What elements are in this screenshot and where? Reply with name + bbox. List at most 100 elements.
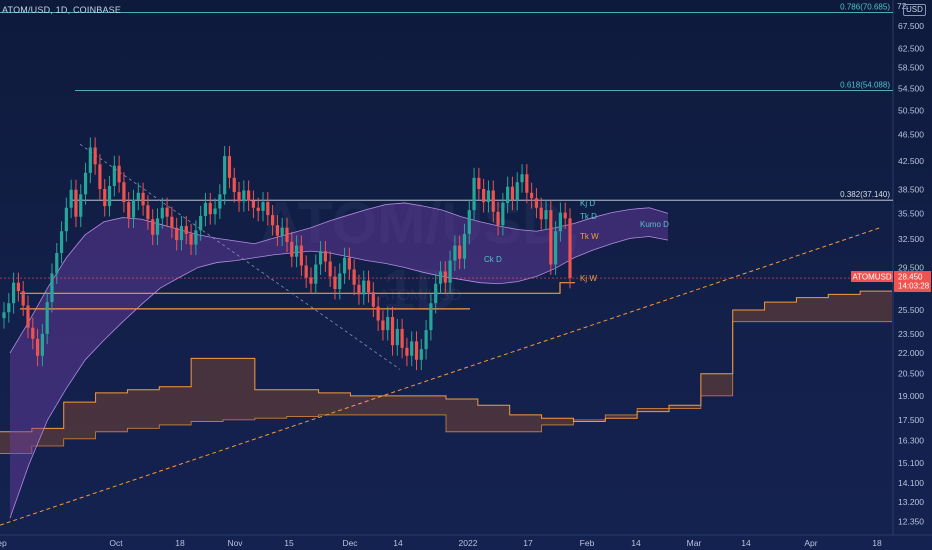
time-tick-14: 18 [872,538,882,548]
price-tick-13: 23.500 [898,329,924,339]
candle-body-26 [127,202,131,218]
candle-body-8 [40,333,44,356]
candle-body-47 [227,156,232,178]
time-tick-7: 2022 [459,538,478,548]
daily-kumo-lower [9,236,669,519]
candle-body-7 [35,338,40,356]
candle-body-111 [534,198,539,208]
candle-body-45 [218,194,222,209]
candle-body-2 [11,282,16,304]
ichimoku-label-tk-w: Tk W [580,232,599,241]
candle-body-78 [376,306,380,321]
price-tick-2: 58.500 [898,63,924,73]
price-tick-21: 13.200 [898,497,924,507]
candle-body-114 [549,210,553,265]
candle-body-75 [362,280,366,295]
candle-body-118 [568,218,572,279]
price-tick-18: 16.300 [898,436,924,446]
candle-body-21 [103,188,107,207]
candle-body-1 [7,303,11,313]
time-tick-11: Mar [687,538,702,548]
candle-body-96 [462,233,467,259]
candle-body-34 [165,207,169,217]
fib-level-label-2: 0.382(37.140) [840,190,890,199]
time-tick-3: Nov [227,538,243,548]
candle-body-63 [304,265,308,278]
candle-body-74 [357,284,361,295]
price-tick-19: 15.100 [898,458,924,468]
candle-body-83 [400,328,404,348]
time-tick-10: 14 [631,538,641,548]
candle-body-98 [472,177,476,211]
candle-body-49 [237,192,241,202]
candle-body-113 [544,210,548,220]
price-tick-5: 46.500 [898,130,924,140]
price-tick-4: 50.500 [898,106,924,116]
candle-body-69 [333,276,337,290]
candle-body-37 [179,226,184,241]
candle-body-73 [352,269,356,285]
candle-body-102 [491,190,495,212]
candle-body-51 [247,190,251,201]
candle-body-99 [477,177,481,189]
fib-level-label-1: 0.618(54.088) [840,81,890,90]
candle-body-64 [309,277,313,284]
daily-kumo-cloud [10,202,668,519]
candle-body-33 [160,207,164,219]
candle-body-28 [136,192,140,200]
price-tick-12: 25.500 [898,305,924,315]
ichimoku-label-tk-d: Tk D [580,212,597,221]
candle-body-104 [501,202,505,226]
price-tick-top: 72. [897,1,909,11]
candle-body-60 [290,241,294,257]
candle-body-82 [395,328,399,346]
candle-body-13 [64,207,68,232]
candle-body-38 [184,226,188,234]
candle-body-86 [414,341,419,360]
currency-label[interactable]: USD [903,4,926,16]
candle-body-62 [299,245,303,266]
candle-body-25 [122,182,126,203]
candle-body-53 [256,207,260,211]
candle-body-24 [117,165,121,183]
weekly-kumo-upper [0,290,892,433]
candle-body-14 [69,189,73,208]
price-tick-22: 12.350 [898,517,924,527]
time-tick-8: 17 [523,538,533,548]
price-tick-7: 38.500 [898,185,924,195]
candle-body-6 [31,327,35,339]
candle-body-108 [520,174,524,183]
candle-body-77 [371,292,375,307]
candle-body-115 [554,231,558,265]
time-tick-4: 15 [284,538,294,548]
candle-body-93 [448,260,452,283]
candle-body-116 [558,212,563,232]
candle-body-16 [79,194,83,217]
price-tick-8: 35.500 [898,208,924,218]
candle-body-70 [338,273,342,290]
candle-body-36 [175,227,179,241]
candle-body-3 [16,282,20,292]
candle-body-23 [112,165,116,186]
candle-body-81 [390,316,395,346]
candle-body-18 [88,147,92,173]
candle-body-67 [323,251,327,262]
ichimoku-label-kj-d: Kj D [580,199,595,208]
fib-level-label-0: 0.786(70.685) [840,2,890,11]
time-tick-5: Dec [342,538,358,548]
candle-body-88 [424,330,428,350]
candle-body-15 [74,189,78,217]
candle-body-27 [131,199,136,218]
candle-body-10 [50,273,54,303]
candle-body-31 [151,219,155,235]
price-tick-17: 17.500 [898,415,924,425]
candle-body-79 [381,320,385,331]
candle-body-17 [83,172,88,195]
price-badge-symbol-bg [851,271,893,283]
time-tick-6: 14 [393,538,403,548]
candle-body-94 [453,245,457,261]
candle-body-76 [366,280,371,293]
weekly-kumo-lower [0,321,892,454]
